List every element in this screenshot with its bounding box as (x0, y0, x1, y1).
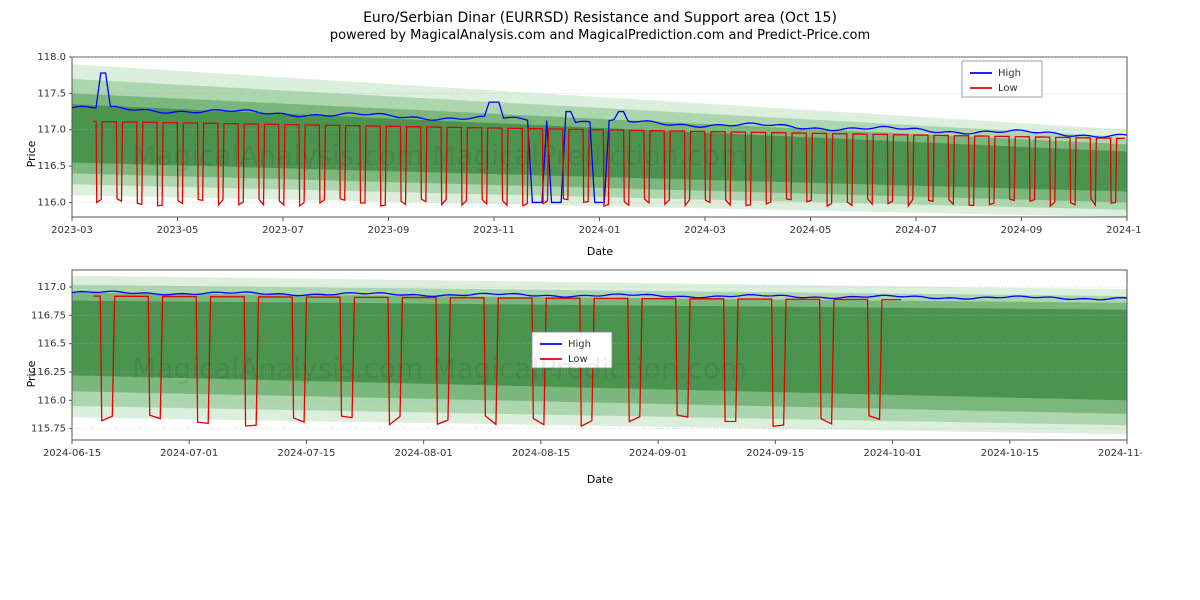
svg-text:2024-10-01: 2024-10-01 (863, 448, 921, 459)
svg-text:2024-08-15: 2024-08-15 (512, 448, 570, 459)
svg-text:117.0: 117.0 (37, 125, 66, 136)
svg-text:116.5: 116.5 (37, 161, 66, 172)
svg-text:116.75: 116.75 (31, 310, 66, 321)
svg-text:2024-06-15: 2024-06-15 (43, 448, 101, 459)
svg-text:2024-07-01: 2024-07-01 (160, 448, 218, 459)
svg-text:Low: Low (568, 354, 588, 365)
svg-text:Low: Low (998, 83, 1018, 94)
svg-text:118.0: 118.0 (37, 52, 66, 63)
svg-text:116.0: 116.0 (37, 395, 66, 406)
chart-svg-1: 116.0 116.5 117.0 117.5 118.0 2023-03 2023-05 2… (12, 49, 1142, 249)
chart-svg-2: 115.75116.0116.25116.5116.75117.02024-06… (12, 262, 1142, 477)
svg-text:2024-07: 2024-07 (895, 225, 937, 236)
chart-panel-2: Price MagicalAnalysis.com MagicalPredict… (12, 262, 1188, 486)
svg-text:2024-07-15: 2024-07-15 (277, 448, 335, 459)
svg-text:117.0: 117.0 (37, 282, 66, 293)
svg-text:2024-10-15: 2024-10-15 (981, 448, 1039, 459)
y-axis-label: Price (25, 361, 38, 388)
svg-text:2023-05: 2023-05 (157, 225, 199, 236)
svg-text:2024-03: 2024-03 (684, 225, 726, 236)
svg-text:2023-03: 2023-03 (51, 225, 93, 236)
svg-text:2024-01: 2024-01 (579, 225, 621, 236)
svg-text:2024-09: 2024-09 (1001, 225, 1043, 236)
svg-text:High: High (998, 68, 1021, 79)
svg-text:2024-11: 2024-11 (1106, 225, 1142, 236)
svg-text:High: High (568, 339, 591, 350)
svg-text:2024-11-01: 2024-11-01 (1098, 448, 1142, 459)
chart-title: Euro/Serbian Dinar (EURRSD) Resistance a… (12, 10, 1188, 26)
svg-text:2023-07: 2023-07 (262, 225, 304, 236)
y-axis-label: Price (25, 140, 38, 167)
svg-text:115.75: 115.75 (31, 424, 66, 435)
chart-subtitle: powered by MagicalAnalysis.com and Magic… (12, 28, 1188, 43)
svg-text:2024-09-01: 2024-09-01 (629, 448, 687, 459)
x-axis-label: Date (12, 245, 1188, 258)
svg-text:2024-05: 2024-05 (790, 225, 832, 236)
chart-panel-1: Price MagicalAnalysis.com MagicalPredict… (12, 49, 1188, 258)
svg-text:2024-08-01: 2024-08-01 (395, 448, 453, 459)
svg-text:116.0: 116.0 (37, 197, 66, 208)
svg-text:117.5: 117.5 (37, 88, 66, 99)
svg-text:2023-11: 2023-11 (473, 225, 515, 236)
svg-text:116.5: 116.5 (37, 339, 66, 350)
svg-text:2024-09-15: 2024-09-15 (746, 448, 804, 459)
svg-text:2023-09: 2023-09 (368, 225, 410, 236)
x-axis-label: Date (12, 473, 1188, 486)
